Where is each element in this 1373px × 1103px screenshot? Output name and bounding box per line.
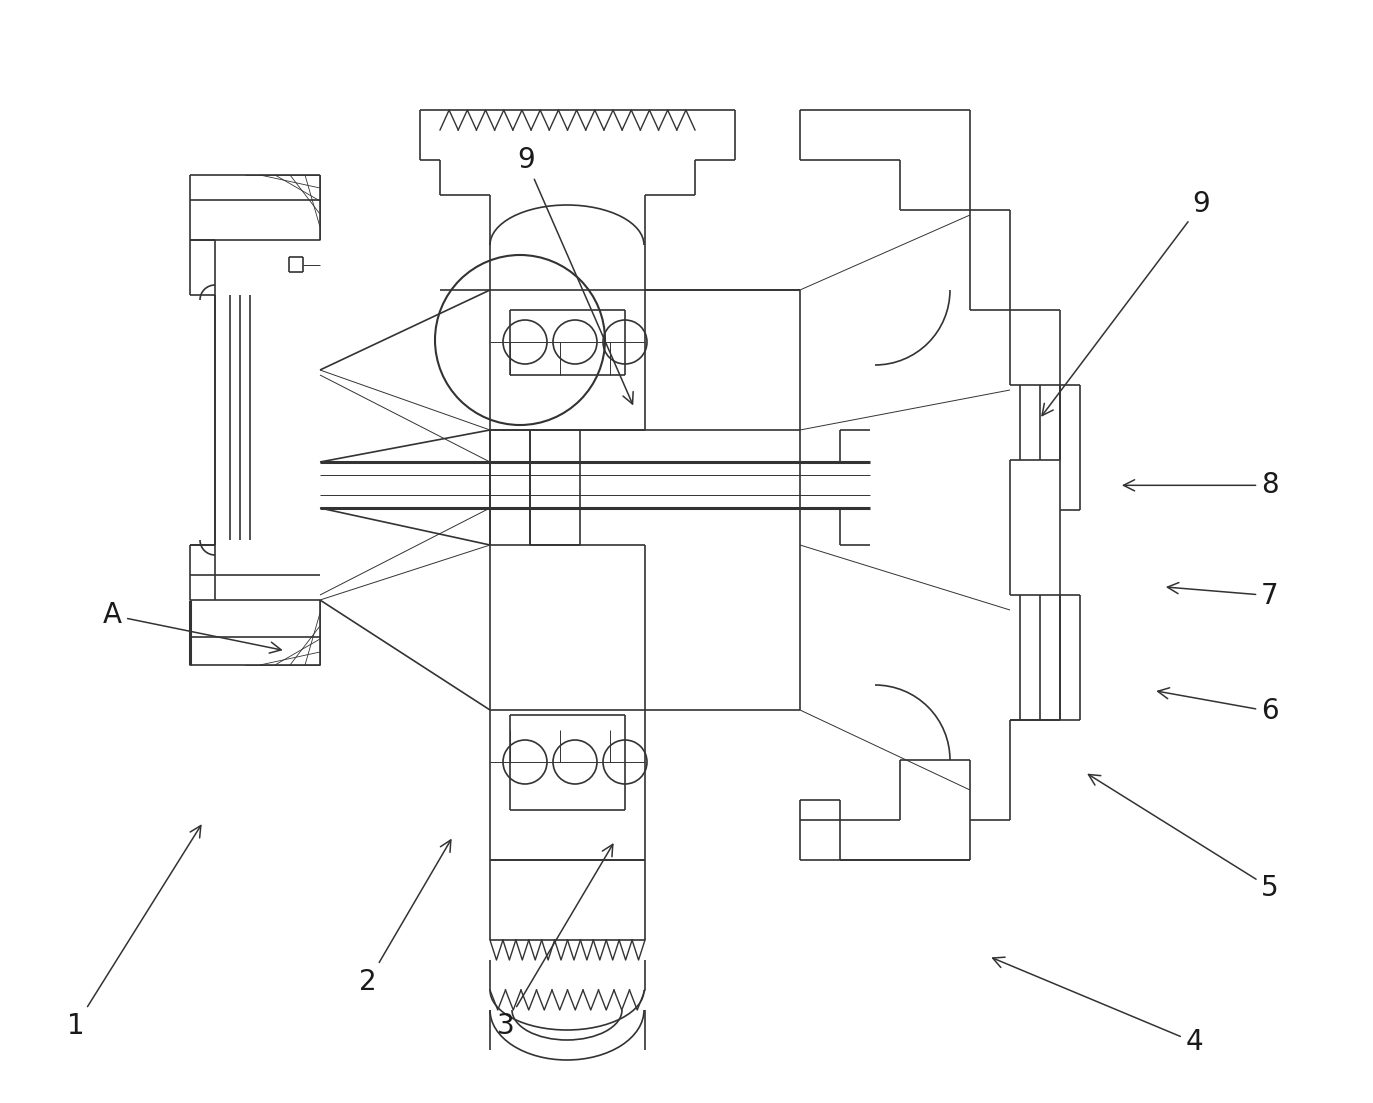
Text: 1: 1	[67, 825, 200, 1040]
Text: 8: 8	[1123, 471, 1278, 500]
Text: 2: 2	[360, 840, 450, 996]
Text: 3: 3	[497, 844, 612, 1040]
Text: 4: 4	[993, 957, 1203, 1057]
Text: 9: 9	[518, 146, 633, 404]
Text: 5: 5	[1089, 774, 1278, 902]
Text: 7: 7	[1167, 581, 1278, 610]
Text: 6: 6	[1157, 688, 1278, 726]
Text: 9: 9	[1042, 190, 1210, 416]
Text: A: A	[103, 601, 281, 653]
